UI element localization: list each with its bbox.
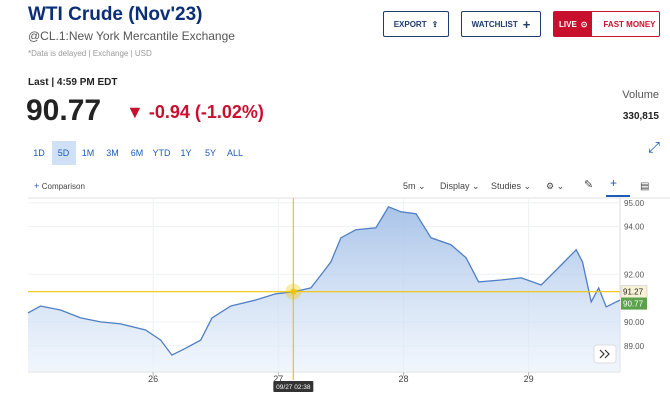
live-button[interactable]: LIVE ⊙ FAST MONEY bbox=[553, 11, 660, 37]
x-tick-label: 28 bbox=[398, 374, 408, 384]
last-label: Last | 4:59 PM EDT bbox=[28, 77, 118, 88]
y-tick-label: 95.00 bbox=[624, 199, 645, 208]
export-label: EXPORT bbox=[393, 19, 427, 29]
range-tab[interactable]: 5Y bbox=[204, 148, 216, 158]
symbol: @CL.1:New York Mercantile Exchange bbox=[28, 29, 235, 43]
x-tick-label: 27 bbox=[273, 374, 283, 384]
scroll-button[interactable] bbox=[593, 344, 617, 364]
expand-icon[interactable]: ⤢ bbox=[647, 139, 660, 156]
crosshair-x-label: 09/27 02:38 bbox=[276, 384, 311, 391]
range-tab[interactable]: 1M bbox=[81, 148, 95, 158]
fast-money-label: FAST MONEY bbox=[603, 19, 656, 29]
comparison-label: Comparison bbox=[41, 182, 85, 191]
display-select[interactable]: Display ⌄ bbox=[440, 181, 480, 191]
change-value: -0.94 bbox=[148, 102, 190, 122]
range-tab[interactable]: 1Y bbox=[180, 148, 192, 158]
live-badge: LIVE ⊙ bbox=[554, 12, 593, 36]
comparison-button[interactable]: + Comparison bbox=[34, 181, 85, 191]
display-label: Display bbox=[440, 181, 470, 191]
range-tab[interactable]: 3M bbox=[106, 148, 119, 158]
change-pct: (-1.02%) bbox=[194, 102, 264, 122]
watchlist-label: WATCHLIST bbox=[471, 19, 518, 29]
change: ▼ -0.94 (-1.02%) bbox=[126, 102, 264, 122]
last-price: 90.77 bbox=[26, 94, 102, 127]
last-price-badge bbox=[621, 297, 647, 310]
crosshair-y-label: 91.27 bbox=[623, 288, 644, 297]
scroll-icon bbox=[599, 349, 610, 359]
y-tick-label: 92.00 bbox=[624, 270, 645, 279]
live-label: LIVE bbox=[559, 19, 577, 29]
icon: ⇪ bbox=[431, 19, 439, 29]
export-button[interactable]: EXPORT ⇪ bbox=[383, 11, 449, 37]
volume-label: Volume bbox=[622, 89, 659, 101]
comment-button[interactable]: ▤ bbox=[640, 181, 650, 192]
studies-label: Studies bbox=[491, 181, 522, 191]
icon: ⊙ bbox=[580, 19, 588, 29]
y-tick-label: 94.00 bbox=[624, 223, 645, 232]
range-tab[interactable]: ALL bbox=[226, 148, 243, 158]
interval-label: 5m bbox=[403, 181, 416, 191]
area-fill bbox=[28, 206, 620, 372]
volume: 330,815 bbox=[622, 111, 659, 122]
studies-select[interactable]: Studies ⌄ bbox=[491, 181, 532, 191]
interval-select[interactable]: 5m ⌄ bbox=[403, 181, 426, 191]
watchlist-button[interactable]: WATCHLIST + bbox=[461, 11, 541, 37]
last-price-label: 90.77 bbox=[623, 300, 644, 309]
price-line bbox=[27, 205, 621, 356]
scroll-button-bg bbox=[593, 344, 617, 364]
range-tab[interactable]: YTD bbox=[152, 148, 171, 158]
range-tab[interactable]: 1D bbox=[33, 148, 45, 158]
range-tab[interactable]: 5D bbox=[51, 141, 76, 165]
range-tab[interactable]: 6M bbox=[130, 148, 144, 158]
delay-note: *Data is delayed | Exchange | USD bbox=[28, 49, 152, 58]
crosshair-x-badge bbox=[273, 381, 314, 392]
y-tick-label: 90.00 bbox=[624, 318, 645, 327]
icon: + bbox=[522, 16, 531, 32]
x-tick-label: 26 bbox=[148, 374, 158, 384]
title: WTI Crude (Nov'23) bbox=[28, 4, 203, 25]
x-tick-label: 29 bbox=[524, 374, 534, 384]
draw-button[interactable]: ✎ bbox=[584, 179, 594, 191]
settings-button[interactable]: ⚙ ⌄ bbox=[546, 181, 565, 191]
crosshair-button[interactable]: + bbox=[610, 176, 618, 190]
crosshair-dot bbox=[290, 288, 297, 295]
y-tick-label: 89.00 bbox=[624, 342, 645, 351]
